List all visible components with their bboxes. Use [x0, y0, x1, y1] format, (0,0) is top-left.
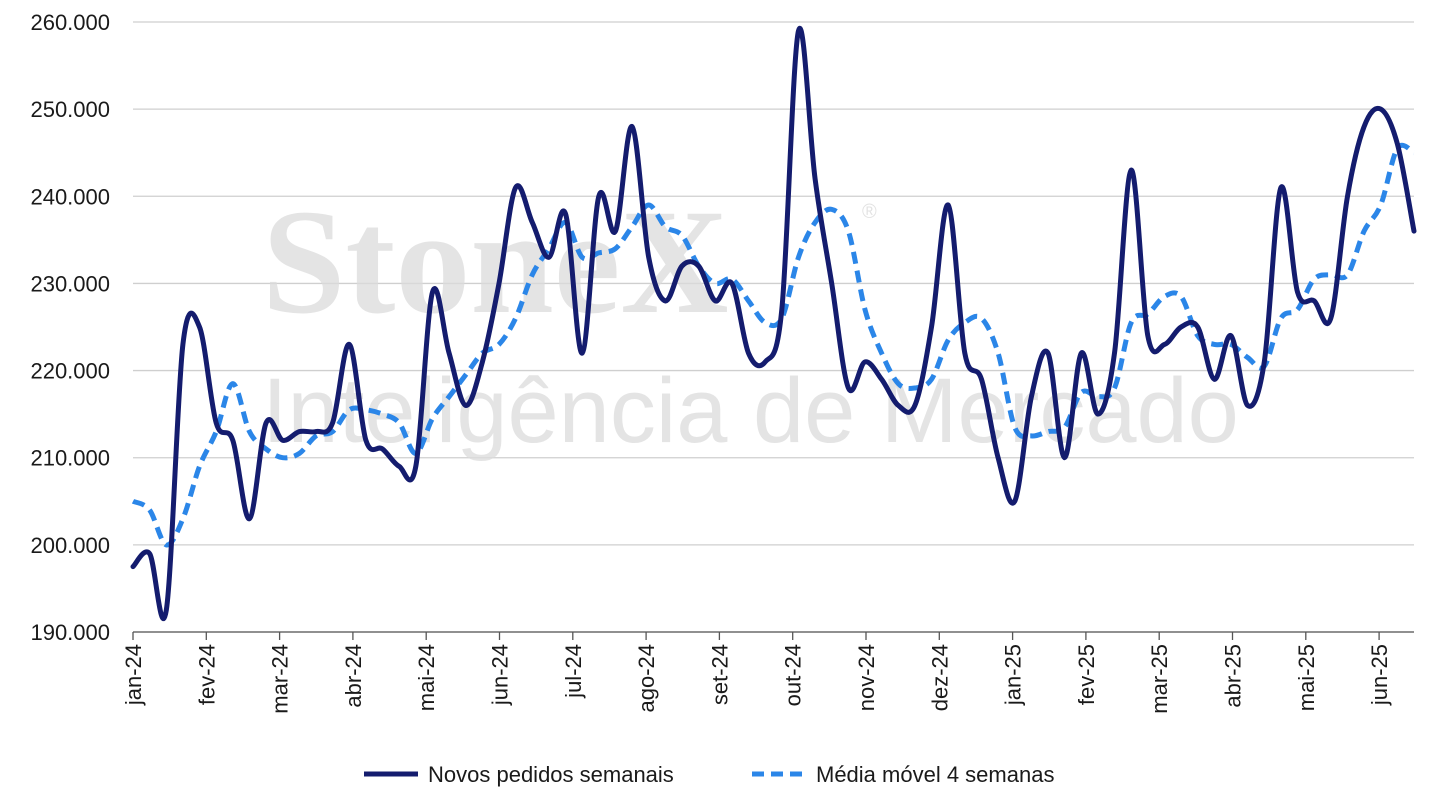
y-tick-label: 230.000 — [30, 271, 110, 296]
y-tick-label: 240.000 — [30, 184, 110, 209]
series-line-novos-pedidos — [130, 25, 1417, 622]
y-axis-ticks: 190.000 200.000 210.000 220.000 230.000 240.0… — [30, 10, 110, 645]
series-line-media-movel — [131, 142, 1416, 548]
x-tick-label: set-24 — [707, 644, 732, 705]
legend: Novos pedidos semanais Média móvel 4 sem… — [364, 762, 1054, 787]
watermark-registered: ® — [862, 201, 877, 223]
x-axis: jan-24 fev-24 mar-24 abr-24 mai-24 jun-24 jul-… — [121, 631, 1414, 714]
series-layer — [130, 25, 1417, 622]
x-tick-label: jan-24 — [121, 644, 146, 706]
x-tick-label: out-24 — [781, 644, 806, 706]
x-tick-label: jun-24 — [488, 644, 513, 706]
y-tick-label: 200.000 — [30, 533, 110, 558]
watermark: StoneX ® Inteligência de Mercado — [262, 179, 1239, 462]
legend-label-novos-pedidos: Novos pedidos semanais — [428, 762, 674, 787]
x-tick-label: mar-24 — [268, 644, 293, 714]
x-tick-label: fev-24 — [194, 644, 219, 705]
x-tick-label: ago-24 — [634, 644, 659, 713]
x-tick-label: jul-24 — [561, 644, 586, 699]
y-tick-label: 260.000 — [30, 10, 110, 35]
y-tick-label: 190.000 — [30, 620, 110, 645]
x-tick-label: mar-25 — [1147, 644, 1172, 714]
x-tick-label: mai-25 — [1294, 644, 1319, 711]
x-tick-label: mai-24 — [414, 644, 439, 711]
y-tick-label: 250.000 — [30, 97, 110, 122]
x-tick-label: dez-24 — [927, 644, 952, 711]
grid-lines — [133, 21, 1414, 633]
x-tick-label: nov-24 — [854, 644, 879, 711]
watermark-brand: StoneX — [262, 179, 729, 345]
x-tick-label: jan-25 — [1001, 644, 1026, 706]
y-tick-label: 220.000 — [30, 359, 110, 384]
x-tick-label: fev-25 — [1074, 644, 1099, 705]
legend-label-media-movel: Média móvel 4 semanas — [816, 762, 1054, 787]
x-tick-label: jun-25 — [1367, 644, 1392, 706]
x-tick-label: abr-25 — [1221, 644, 1246, 708]
x-tick-label: abr-24 — [341, 644, 366, 708]
y-tick-label: 210.000 — [30, 446, 110, 471]
